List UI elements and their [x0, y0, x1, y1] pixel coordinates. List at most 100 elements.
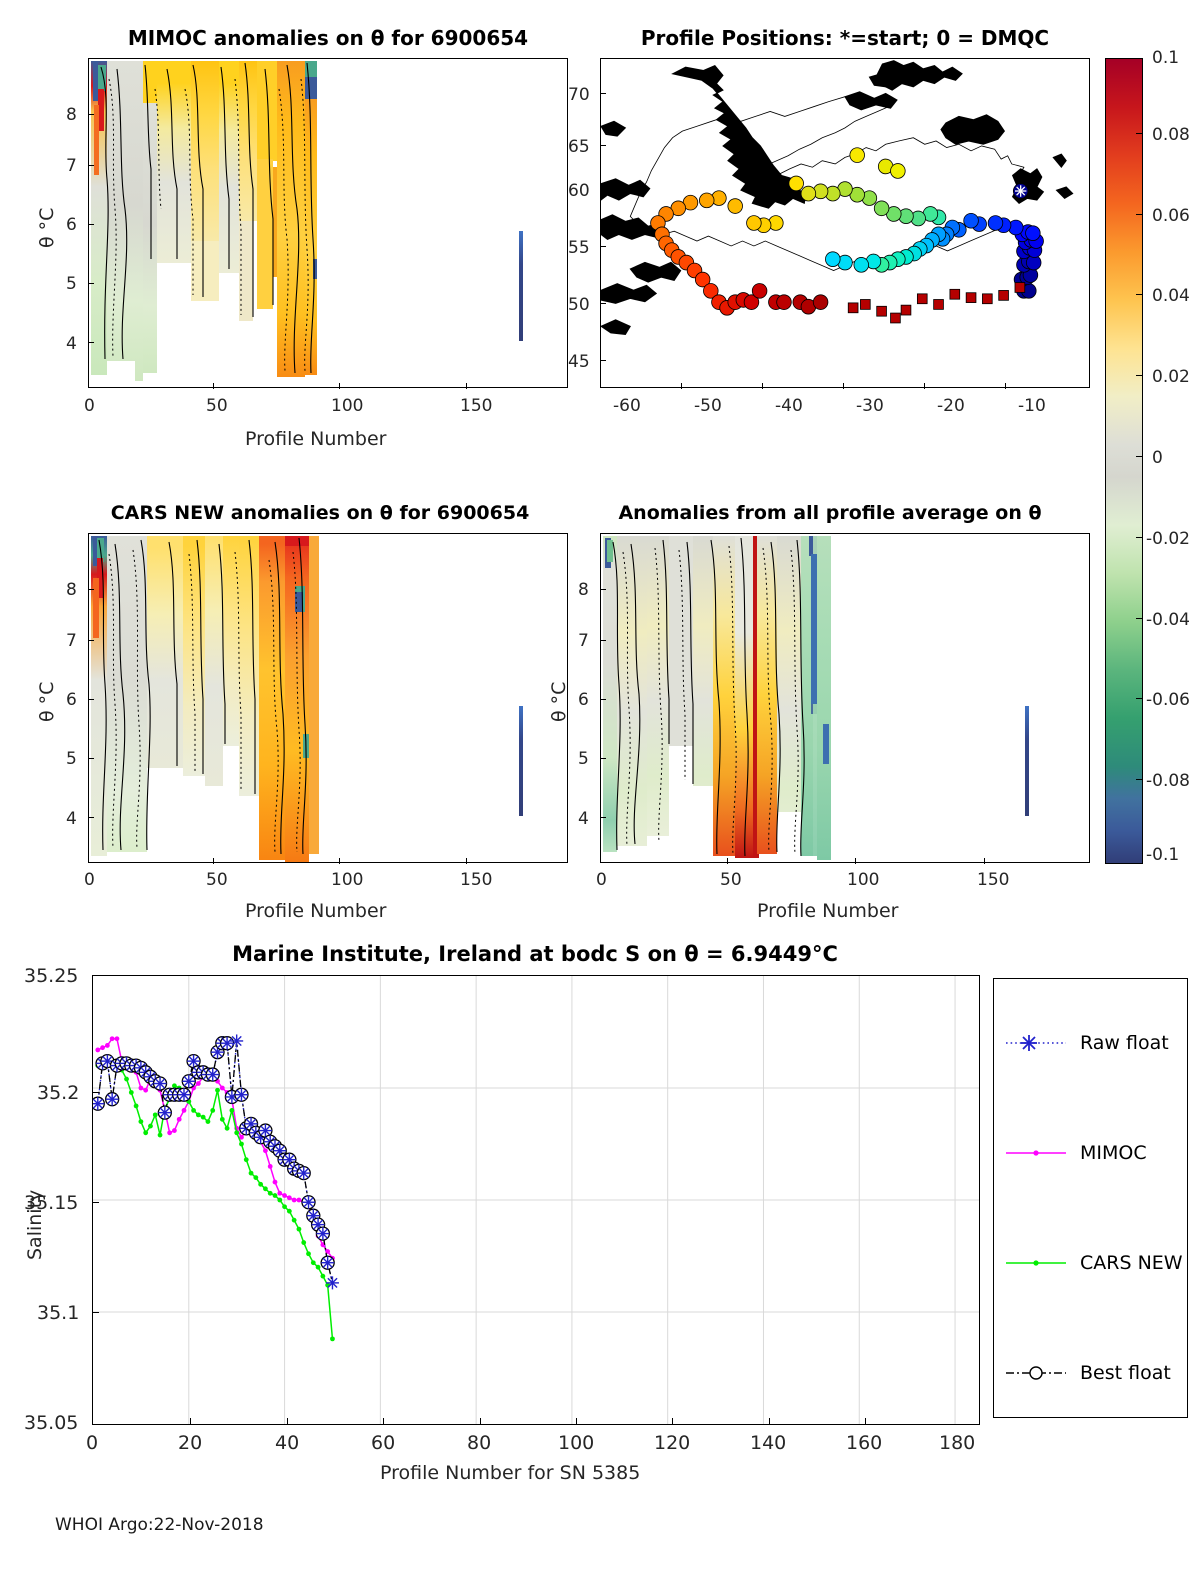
profile-position-marker [727, 198, 743, 214]
profile-position-marker [751, 283, 768, 299]
dmqc-position-marker [1014, 282, 1026, 293]
dmqc-profile-marker-line-allavg [1025, 706, 1029, 816]
tickmark [339, 383, 341, 389]
series-point [143, 1130, 149, 1136]
ytick-mimoc-8: 8 [66, 105, 77, 125]
ytick-sal-0: 35.05 [24, 1412, 79, 1434]
profile-position-markers [650, 147, 1044, 316]
ytick-map-50: 50 [568, 295, 590, 315]
profile-position-marker [1025, 225, 1041, 241]
tickmark [600, 589, 606, 591]
tickmark [1136, 698, 1143, 700]
series-point [95, 1047, 101, 1053]
profile-position-marker [788, 175, 804, 192]
series-point [267, 1164, 273, 1169]
xtick-mimoc-0: 0 [84, 396, 95, 416]
xtick-mimoc-3: 150 [460, 396, 493, 416]
series-point [104, 1043, 110, 1048]
series-point [277, 1190, 283, 1196]
tickmark [924, 383, 926, 389]
dmqc-profile-marker-line-mimoc [519, 231, 523, 341]
series-point [219, 1116, 225, 1122]
raw-float-asterisk-marker [158, 1106, 172, 1120]
cbtick-8: -0.06 [1146, 690, 1190, 710]
raw-float-asterisk-marker [321, 1256, 335, 1270]
xtick-map-5: -10 [1018, 396, 1046, 416]
ytick-cars-6: 6 [66, 690, 77, 710]
axes-mimoc [88, 58, 568, 388]
tickmark [762, 383, 764, 389]
series-point [320, 1273, 326, 1279]
profile-position-marker [987, 215, 1004, 231]
tickmark [1136, 779, 1143, 781]
tickmark [727, 858, 729, 864]
tickmark [88, 640, 94, 642]
legend-sample-best-float [1006, 1366, 1066, 1380]
xtick-allavg-2: 100 [847, 870, 880, 890]
tickmark [672, 1418, 674, 1425]
tickmark [843, 383, 845, 389]
tickmark [769, 1418, 771, 1425]
series-group [93, 1034, 339, 1342]
profile-position-marker [746, 215, 762, 231]
x-axis-label-allavg: Profile Number [757, 900, 899, 922]
tickmark [600, 817, 606, 819]
series-point [167, 1130, 173, 1136]
legend-sample-mimoc [1006, 1150, 1066, 1156]
ytick-sal-3: 35.2 [37, 1082, 80, 1104]
x-axis-label-mimoc: Profile Number [245, 428, 387, 450]
series-point [128, 1090, 134, 1095]
panel-title-mimoc: MIMOC anomalies on θ for 6900654 [127, 26, 529, 50]
series-point [224, 1125, 230, 1131]
tickmark [855, 858, 857, 864]
dmqc-position-marker [998, 290, 1009, 301]
series-point [195, 1112, 201, 1118]
dmqc-position-marker [860, 299, 871, 310]
ytick-cars-7: 7 [66, 631, 77, 651]
tickmark [88, 342, 94, 344]
profile-position-marker [853, 257, 869, 273]
series-point [272, 1193, 278, 1198]
ytick-allavg-6: 6 [578, 690, 589, 710]
profile-position-marker [743, 294, 760, 310]
raw-float-asterisk-marker [302, 1195, 316, 1209]
series-point [286, 1208, 292, 1214]
series-point [315, 1264, 321, 1270]
series-point [291, 1197, 297, 1203]
series-point [157, 1132, 163, 1138]
dmqc-position-marker [965, 292, 977, 303]
series-point [191, 1108, 196, 1113]
panel-title-cars: CARS NEW anomalies on θ for 6900654 [110, 502, 530, 524]
tickmark [600, 758, 606, 760]
series-point [138, 1119, 144, 1124]
xtick-sal-80: 80 [467, 1432, 492, 1454]
ytick-map-55: 55 [568, 238, 590, 258]
legend-samples [1006, 1035, 1066, 1380]
xtick-mimoc-1: 50 [206, 396, 228, 416]
tickmark [466, 383, 468, 389]
series-point [195, 1081, 201, 1086]
profile-position-marker [890, 163, 906, 179]
tickmark [576, 1418, 578, 1425]
tickmark [1136, 456, 1143, 458]
tickmark [600, 640, 606, 642]
series-point [215, 1087, 220, 1093]
cbtick-10: -0.1 [1146, 845, 1180, 865]
series-point [143, 1087, 149, 1093]
tickmark [1136, 537, 1143, 539]
axes-map [600, 58, 1090, 388]
cbtick-6: -0.02 [1146, 529, 1190, 549]
figure-footer: WHOI Argo:22-Nov-2018 [55, 1515, 264, 1535]
gridlines [93, 976, 979, 1424]
raw-float-asterisk-marker [230, 1034, 244, 1048]
start-asterisk-marker [1012, 183, 1029, 199]
cbtick-4: 0.02 [1152, 367, 1190, 387]
tickmark [466, 858, 468, 864]
profile-position-marker [776, 294, 792, 310]
panel-title-salinity: Marine Institute, Ireland at bodc S on θ… [232, 942, 838, 966]
series-point [267, 1190, 273, 1196]
axes-all-profile-average [600, 533, 1090, 863]
series-point [133, 1103, 139, 1109]
tickmark [92, 1312, 99, 1314]
ytick-mimoc-6: 6 [66, 215, 77, 235]
